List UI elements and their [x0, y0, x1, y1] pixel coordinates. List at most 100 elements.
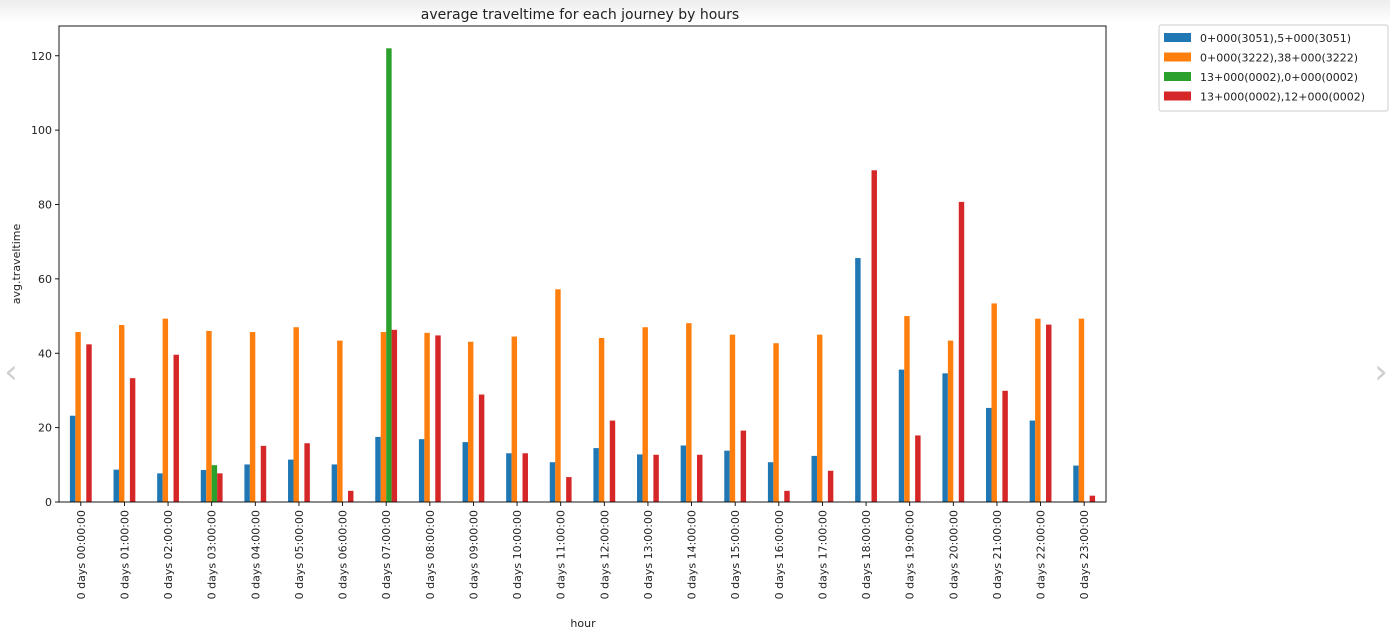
bar: [986, 407, 992, 502]
bar: [1035, 318, 1041, 502]
bar: [1073, 465, 1079, 502]
x-tick-label: 0 days 11:00:00: [555, 510, 568, 599]
bar: [947, 340, 954, 502]
bar: [244, 464, 250, 502]
bar: [642, 327, 648, 502]
bar: [555, 289, 561, 502]
bar: [380, 332, 387, 502]
x-tick-label: 0 days 03:00:00: [206, 510, 219, 599]
bar: [386, 48, 392, 503]
bar: [348, 490, 354, 502]
bar: [113, 469, 119, 502]
bar: [249, 332, 256, 502]
chevron-left-icon[interactable]: ‹: [4, 352, 18, 392]
bar: [855, 258, 861, 502]
legend-swatch: [1164, 52, 1191, 62]
bar: [898, 369, 905, 502]
bar: [506, 453, 512, 502]
bar: [686, 323, 692, 502]
bar: [173, 354, 179, 502]
bar: [915, 435, 921, 502]
bar: [811, 455, 817, 502]
bar: [86, 344, 92, 502]
legend-swatch: [1164, 91, 1191, 101]
bar: [1089, 495, 1096, 502]
bar: [904, 316, 910, 502]
bar: [767, 462, 774, 502]
bar: [129, 378, 136, 502]
bar: [288, 459, 294, 502]
window-top-shade: [0, 0, 1390, 22]
bar: [871, 170, 877, 503]
y-tick-label: 120: [31, 50, 52, 63]
bar: [593, 448, 599, 502]
bar: [206, 330, 212, 502]
bar: [462, 442, 468, 502]
bar: [217, 473, 223, 502]
bar: [337, 340, 343, 502]
legend-entry: 13+000(0002),12+000(0002): [1200, 91, 1365, 104]
bar: [653, 454, 659, 502]
bar: [942, 373, 948, 502]
x-tick-label: 0 days 17:00:00: [816, 510, 829, 599]
y-tick-label: 20: [38, 422, 52, 435]
bar: [773, 343, 779, 502]
x-tick-label: 0 days 22:00:00: [1035, 510, 1048, 599]
x-tick-label: 0 days 10:00:00: [511, 510, 524, 599]
chevron-right-icon[interactable]: ›: [1374, 352, 1388, 392]
bar: [598, 338, 605, 502]
legend-swatch: [1164, 33, 1191, 42]
bar: [958, 201, 965, 502]
legend-swatch: [1164, 72, 1191, 81]
legend-entry: 0+000(3051),5+000(3051): [1200, 32, 1351, 45]
bar: [566, 477, 572, 502]
bar: [467, 341, 474, 502]
bar: [1078, 318, 1085, 502]
bar: [729, 334, 736, 502]
y-tick-label: 80: [38, 199, 52, 212]
x-tick-label: 0 days 20:00:00: [947, 510, 960, 599]
bar: [784, 490, 790, 502]
bar: [680, 445, 687, 502]
x-tick-label: 0 days 12:00:00: [598, 510, 611, 599]
bar: [522, 453, 528, 502]
x-tick-label: 0 days 13:00:00: [642, 510, 655, 599]
bar: [211, 465, 218, 502]
bar: [69, 415, 76, 502]
bar: [424, 332, 430, 502]
x-tick-label: 0 days 04:00:00: [249, 510, 262, 599]
x-tick-label: 0 days 23:00:00: [1078, 510, 1091, 599]
y-axis-label: avg.traveltime: [10, 224, 23, 305]
bar: [549, 462, 556, 502]
x-tick-label: 0 days 15:00:00: [729, 510, 742, 599]
bar: [157, 473, 163, 502]
x-tick-label: 0 days 06:00:00: [337, 510, 350, 599]
y-tick-label: 100: [31, 124, 52, 137]
x-tick-label: 0 days 16:00:00: [773, 510, 786, 599]
legend-entry: 13+000(0002),0+000(0002): [1200, 71, 1358, 84]
x-tick-label: 0 days 18:00:00: [860, 510, 873, 599]
x-tick-label: 0 days 14:00:00: [686, 510, 699, 599]
y-tick-label: 40: [38, 347, 52, 360]
x-tick-label: 0 days 02:00:00: [162, 510, 175, 599]
x-tick-label: 0 days 00:00:00: [75, 510, 88, 599]
legend: 0+000(3051),5+000(3051) 0+000(3222),38+00…: [1158, 24, 1389, 112]
x-axis-label: hour: [570, 617, 596, 630]
bar: [816, 334, 823, 502]
bar: [118, 324, 125, 502]
bar: [724, 450, 730, 502]
bar: [740, 430, 747, 502]
bar: [375, 436, 381, 502]
bar: [1002, 390, 1008, 502]
bar: [304, 443, 310, 502]
x-tick-label: 0 days 08:00:00: [424, 510, 437, 599]
bar: [418, 439, 425, 502]
x-tick-label: 0 days 21:00:00: [991, 510, 1004, 599]
bar: [293, 327, 299, 502]
x-tick-label: 0 days 07:00:00: [380, 510, 393, 599]
legend-box: [1158, 24, 1389, 112]
y-tick-label: 60: [38, 273, 52, 286]
bar: [162, 318, 169, 502]
bar: [609, 420, 616, 502]
